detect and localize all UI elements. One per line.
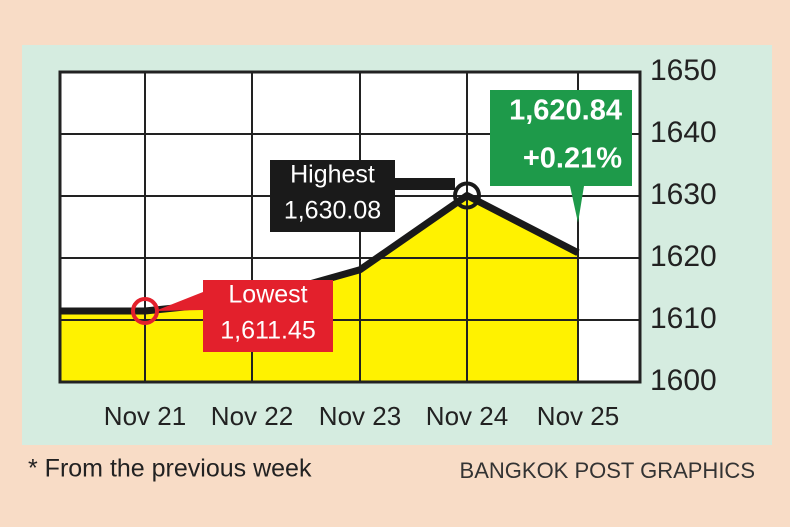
- x-tick-label: Nov 24: [426, 401, 508, 431]
- x-tick-label: Nov 22: [211, 401, 293, 431]
- y-tick-label: 1640: [650, 116, 717, 149]
- pointer: [155, 292, 203, 312]
- x-tick-label: Nov 21: [104, 401, 186, 431]
- y-tick-label: 1600: [650, 364, 717, 397]
- annotation-text: 1,611.45: [220, 317, 315, 345]
- x-tick-label: Nov 25: [537, 401, 619, 431]
- x-tick-label: Nov 23: [319, 401, 401, 431]
- marker: [131, 297, 159, 326]
- y-tick-label: 1650: [650, 54, 717, 87]
- annotation-text: Lowest: [228, 281, 307, 309]
- annotation-text: Highest: [290, 161, 375, 189]
- pointer: [570, 186, 584, 223]
- annotation-box: [270, 160, 395, 232]
- y-tick-label: 1630: [650, 178, 717, 211]
- credit: BANGKOK POST GRAPHICS: [460, 458, 755, 483]
- annotation-box: [203, 280, 333, 352]
- pointer: [395, 178, 455, 190]
- plot-border: [58, 70, 642, 384]
- y-tick-label: 1610: [650, 302, 717, 335]
- annotation-text: 1,630.08: [284, 197, 381, 225]
- marker: [453, 181, 481, 210]
- annotation-box: [490, 90, 632, 186]
- y-tick-label: 1620: [650, 240, 717, 273]
- footnote: * From the previous week: [28, 455, 312, 483]
- annotation-text: 1,620.84: [509, 95, 622, 127]
- annotation-text: +0.21%: [523, 143, 622, 175]
